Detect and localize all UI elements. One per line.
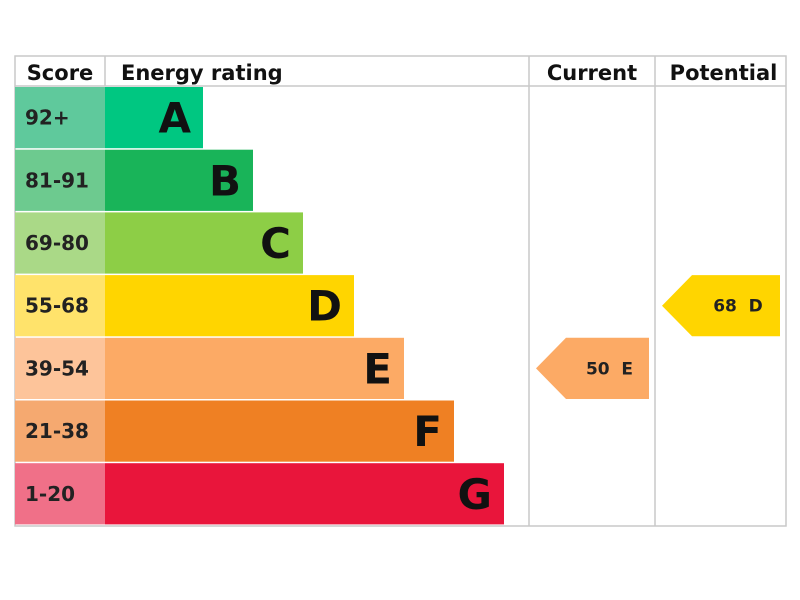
- current-rating-arrow: [536, 337, 649, 399]
- potential-header: Potential: [670, 61, 778, 85]
- score-cell: [15, 149, 105, 211]
- band-letter: D: [307, 282, 342, 331]
- rating-band-a: 92+ A: [15, 87, 203, 149]
- potential-rating-marker: 68 D: [662, 275, 780, 337]
- band-letter: B: [209, 156, 241, 205]
- current-header: Current: [547, 61, 637, 85]
- score-cell: [15, 212, 105, 274]
- band-bar: [105, 275, 354, 337]
- score-label: 55-68: [25, 294, 89, 318]
- score-label: 39-54: [25, 356, 89, 380]
- band-bar: [105, 337, 404, 399]
- band-letter: C: [260, 219, 291, 268]
- score-cell: [15, 275, 105, 337]
- score-cell: [15, 400, 105, 462]
- band-letter: G: [458, 470, 492, 519]
- band-bar: [105, 400, 454, 462]
- band-letter: A: [158, 94, 191, 143]
- current-rating-label: 50 E: [586, 359, 633, 379]
- band-bar: [105, 149, 253, 211]
- score-label: 81-91: [25, 168, 89, 192]
- band-letter: E: [363, 344, 392, 393]
- score-label: 69-80: [25, 231, 89, 255]
- rating-band-b: 81-91 B: [15, 149, 253, 211]
- energy-rating-header: Energy rating: [121, 61, 283, 85]
- score-label: 21-38: [25, 419, 89, 443]
- rating-band-e: 39-54 E: [15, 337, 404, 399]
- score-label: 1-20: [25, 482, 75, 506]
- rating-band-d: 55-68 D: [15, 275, 354, 337]
- rating-band-c: 69-80 C: [15, 212, 303, 274]
- band-letter: F: [413, 407, 442, 456]
- band-bar: [105, 463, 504, 525]
- current-rating-marker: 50 E: [536, 337, 649, 399]
- rating-band-f: 21-38 F: [15, 400, 454, 462]
- potential-rating-label: 68 D: [713, 297, 763, 317]
- potential-rating-arrow: [662, 275, 780, 337]
- score-cell: [15, 87, 105, 149]
- rating-band-g: 1-20 G: [15, 463, 504, 525]
- score-header: Score: [27, 61, 94, 85]
- band-bar: [105, 212, 303, 274]
- rating-bands: 92+ A 81-91 B 69-80 C 55-68 D 39-54 E 21-38 F 1-20 G: [15, 87, 504, 525]
- score-cell: [15, 463, 105, 525]
- score-label: 92+: [25, 106, 70, 130]
- band-bar: [105, 87, 203, 149]
- score-cell: [15, 337, 105, 399]
